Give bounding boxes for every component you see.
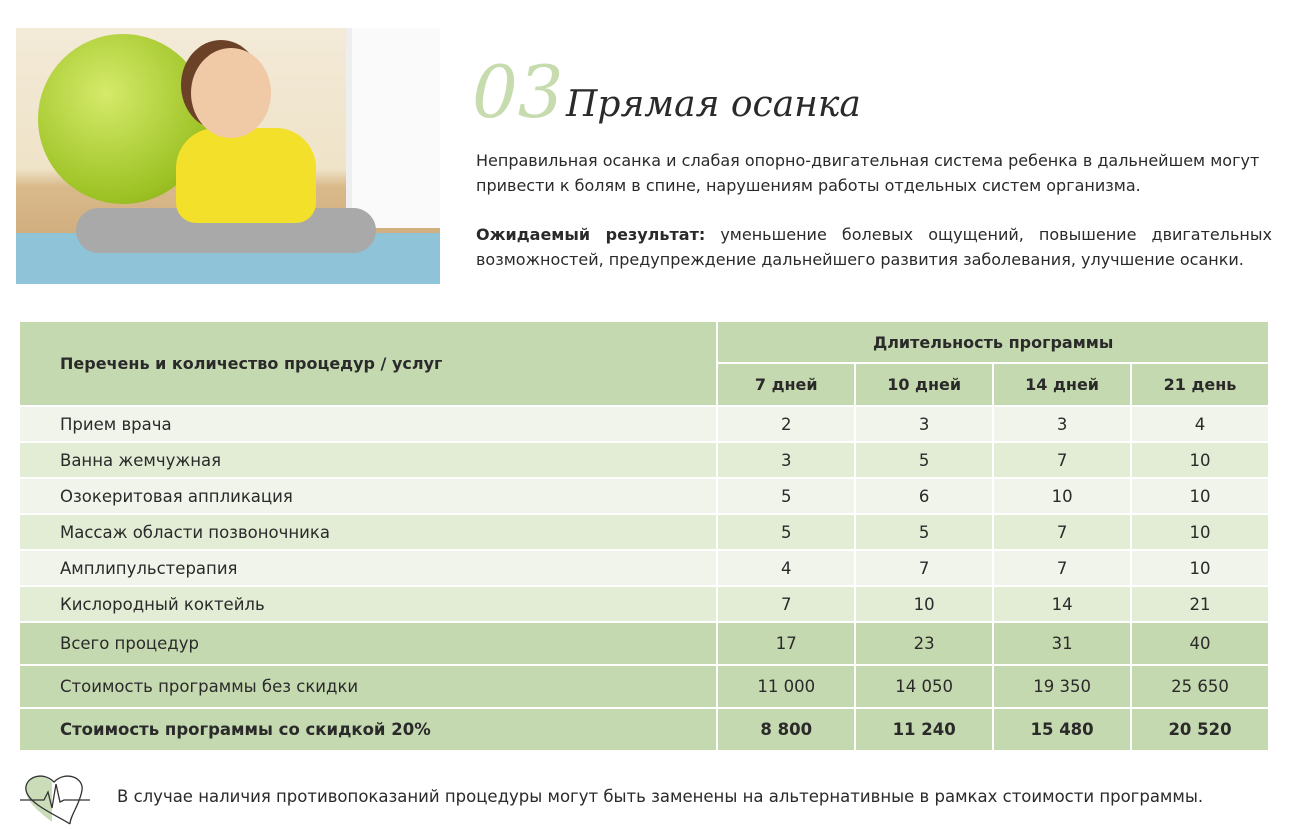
- row-value: 5: [854, 513, 995, 551]
- row-value: 4: [1130, 405, 1270, 443]
- total-row: Стоимость программы со скидкой 20% 8 800 1…: [17, 707, 1270, 752]
- row-value: 3: [716, 441, 857, 479]
- page-title: Прямая осанка: [566, 84, 861, 125]
- procedure-row: Прием врача 2 3 3 4: [17, 405, 1270, 443]
- day-column-header: 14 дней: [992, 362, 1133, 407]
- row-value: 7: [854, 549, 995, 587]
- row-value: 5: [716, 513, 857, 551]
- procedure-row: Амплипульстерапия 4 7 7 10: [17, 549, 1270, 587]
- row-value: 11 000: [716, 664, 857, 709]
- row-value: 6: [854, 477, 995, 515]
- procedure-row: Ванна жемчужная 3 5 7 10: [17, 441, 1270, 479]
- row-value: 10: [992, 477, 1133, 515]
- row-value: 14: [992, 585, 1133, 623]
- row-label: Кислородный коктейль: [17, 585, 719, 623]
- row-label: Всего процедур: [17, 621, 719, 666]
- row-value: 5: [854, 441, 995, 479]
- row-label: Прием врача: [17, 405, 719, 443]
- row-label: Озокеритовая аппликация: [17, 477, 719, 515]
- row-value: 10: [854, 585, 995, 623]
- procedure-row: Озокеритовая аппликация 5 6 10 10: [17, 477, 1270, 515]
- row-value: 3: [854, 405, 995, 443]
- child-exercise-photo: [16, 28, 440, 284]
- row-value: 25 650: [1130, 664, 1270, 709]
- row-value: 21: [1130, 585, 1270, 623]
- row-value: 20 520: [1130, 707, 1270, 752]
- row-label: Массаж области позвоночника: [17, 513, 719, 551]
- row-value: 4: [716, 549, 857, 587]
- row-value: 8 800: [716, 707, 857, 752]
- row-value: 7: [992, 441, 1133, 479]
- total-row: Стоимость программы без скидки 11 000 14 0…: [17, 664, 1270, 709]
- row-value: 23: [854, 621, 995, 666]
- row-label: Ванна жемчужная: [17, 441, 719, 479]
- row-value: 31: [992, 621, 1133, 666]
- day-column-header: 21 день: [1130, 362, 1270, 407]
- row-value: 15 480: [992, 707, 1133, 752]
- row-value: 10: [1130, 513, 1270, 551]
- program-table: Перечень и количество процедур / услуг Д…: [17, 320, 1270, 752]
- row-label: Стоимость программы без скидки: [17, 664, 719, 709]
- row-value: 40: [1130, 621, 1270, 666]
- row-value: 19 350: [992, 664, 1133, 709]
- row-value: 17: [716, 621, 857, 666]
- row-value: 7: [992, 513, 1133, 551]
- duration-header: Длительность программы: [716, 320, 1270, 364]
- row-value: 14 050: [854, 664, 995, 709]
- row-value: 2: [716, 405, 857, 443]
- expected-result: Ожидаемый результат: уменьшение болевых …: [476, 222, 1272, 272]
- day-column-header: 7 дней: [716, 362, 857, 407]
- footnote: В случае наличия противопоказаний процед…: [20, 772, 1290, 828]
- service-header: Перечень и количество процедур / услуг: [17, 320, 719, 407]
- row-value: 5: [716, 477, 857, 515]
- procedure-row: Массаж области позвоночника 5 5 7 10: [17, 513, 1270, 551]
- section-number: 03: [472, 50, 564, 134]
- heart-pulse-icon: [20, 775, 90, 825]
- row-value: 10: [1130, 549, 1270, 587]
- row-value: 7: [992, 549, 1133, 587]
- row-label: Амплипульстерапия: [17, 549, 719, 587]
- expected-result-label: Ожидаемый результат:: [476, 225, 706, 244]
- footnote-text: В случае наличия противопоказаний процед…: [117, 787, 1204, 806]
- procedure-row: Кислородный коктейль 7 10 14 21: [17, 585, 1270, 623]
- row-value: 3: [992, 405, 1133, 443]
- row-label: Стоимость программы со скидкой 20%: [17, 707, 719, 752]
- total-row: Всего процедур 17 23 31 40: [17, 621, 1270, 666]
- row-value: 10: [1130, 441, 1270, 479]
- row-value: 10: [1130, 477, 1270, 515]
- row-value: 7: [716, 585, 857, 623]
- day-column-header: 10 дней: [854, 362, 995, 407]
- expected-result-text: уменьшение болевых ощущений, повышение д…: [476, 225, 1272, 269]
- row-value: 11 240: [854, 707, 995, 752]
- intro-text: Неправильная осанка и слабая опорно-двиг…: [476, 151, 1260, 195]
